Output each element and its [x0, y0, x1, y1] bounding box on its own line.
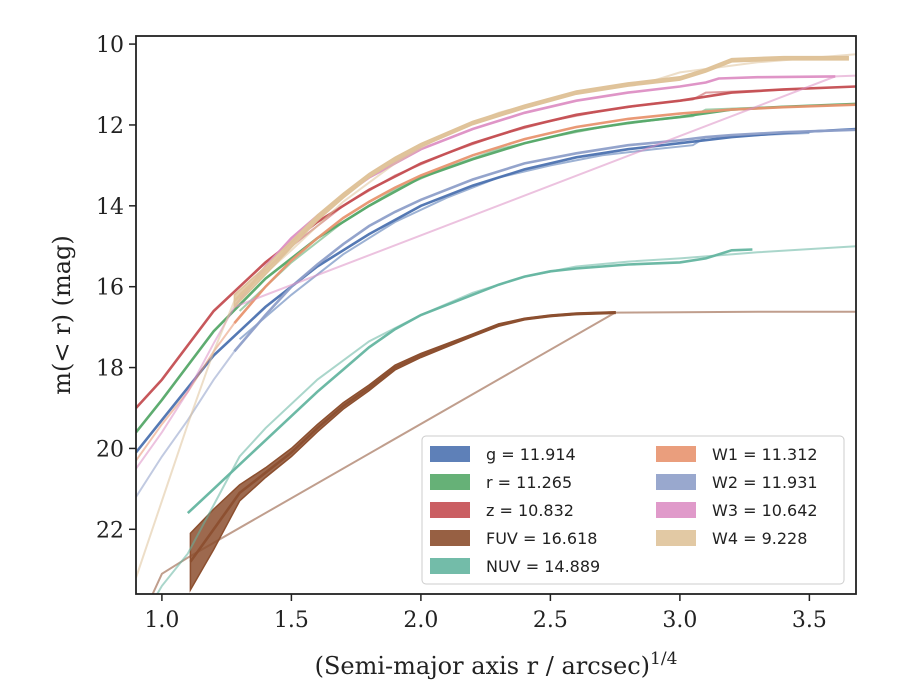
series-z-curve: [136, 85, 856, 409]
legend-swatch-fuv: [430, 530, 470, 546]
x-axis-label: (Semi-major axis r / arcsec)1/4: [315, 649, 678, 680]
legend-label-w3: W3 = 10.642: [712, 501, 818, 520]
y-axis-label: m(< r) (mag): [48, 235, 76, 394]
legend-label-r: r = 11.265: [486, 473, 572, 492]
series-nuv-curve: [186, 248, 753, 515]
legend-label-g: g = 11.914: [486, 445, 576, 464]
legend-swatch-w4: [656, 530, 696, 546]
legend-swatch-r: [430, 474, 470, 490]
legend-swatch-z: [430, 502, 470, 518]
legend-label-fuv: FUV = 16.618: [486, 529, 597, 548]
legend-box: [421, 435, 845, 585]
legend-swatch-g: [430, 446, 470, 462]
axis-ticks: 1.0 1.5 2.0 2.5 3.0 3.5 10 12 14 16 18 20 22: [96, 33, 827, 633]
x-tick-label: 2.0: [403, 608, 438, 633]
legend-swatch-nuv: [430, 558, 470, 574]
legend-label-w4: W4 = 9.228: [712, 529, 807, 548]
series-w1-curve: [233, 103, 856, 324]
x-tick-label: 3.5: [792, 608, 827, 633]
y-tick-label: 16: [96, 276, 124, 301]
x-tick-label: 1.5: [274, 608, 309, 633]
x-tick-label: 1.0: [144, 608, 179, 633]
legend-label-w2: W2 = 11.931: [712, 473, 818, 492]
series-w2-curve: [233, 128, 856, 353]
series-w4-band: [233, 55, 849, 309]
legend: g = 11.914 r = 11.265 z = 10.832 FUV = 16.6…: [421, 435, 845, 585]
series-fuv-curve: [189, 311, 616, 563]
series-w4-curve: [233, 56, 849, 302]
legend-swatch-w1: [656, 446, 696, 462]
x-tick-label: 3.0: [662, 608, 697, 633]
series-layer: [136, 53, 856, 594]
y-tick-label: 20: [96, 437, 124, 462]
legend-label-z: z = 10.832: [486, 501, 574, 520]
y-tick-label: 12: [96, 114, 124, 139]
y-tick-label: 10: [96, 33, 124, 58]
series-g-curve: [136, 127, 856, 454]
legend-label-nuv: NUV = 14.889: [486, 557, 600, 576]
y-tick-label: 14: [96, 195, 124, 220]
plot-frame: [135, 35, 857, 595]
y-tick-label: 22: [96, 518, 124, 543]
y-tick-label: 18: [96, 357, 124, 382]
series-w2-aperture-curve: [136, 350, 236, 498]
x-tick-label: 2.5: [533, 608, 568, 633]
series-r-curve: [136, 102, 856, 434]
series-w4-aperture-curve: [136, 53, 856, 579]
legend-swatch-w3: [656, 502, 696, 518]
legend-swatch-w2: [656, 474, 696, 490]
legend-label-w1: W1 = 11.312: [712, 445, 818, 464]
